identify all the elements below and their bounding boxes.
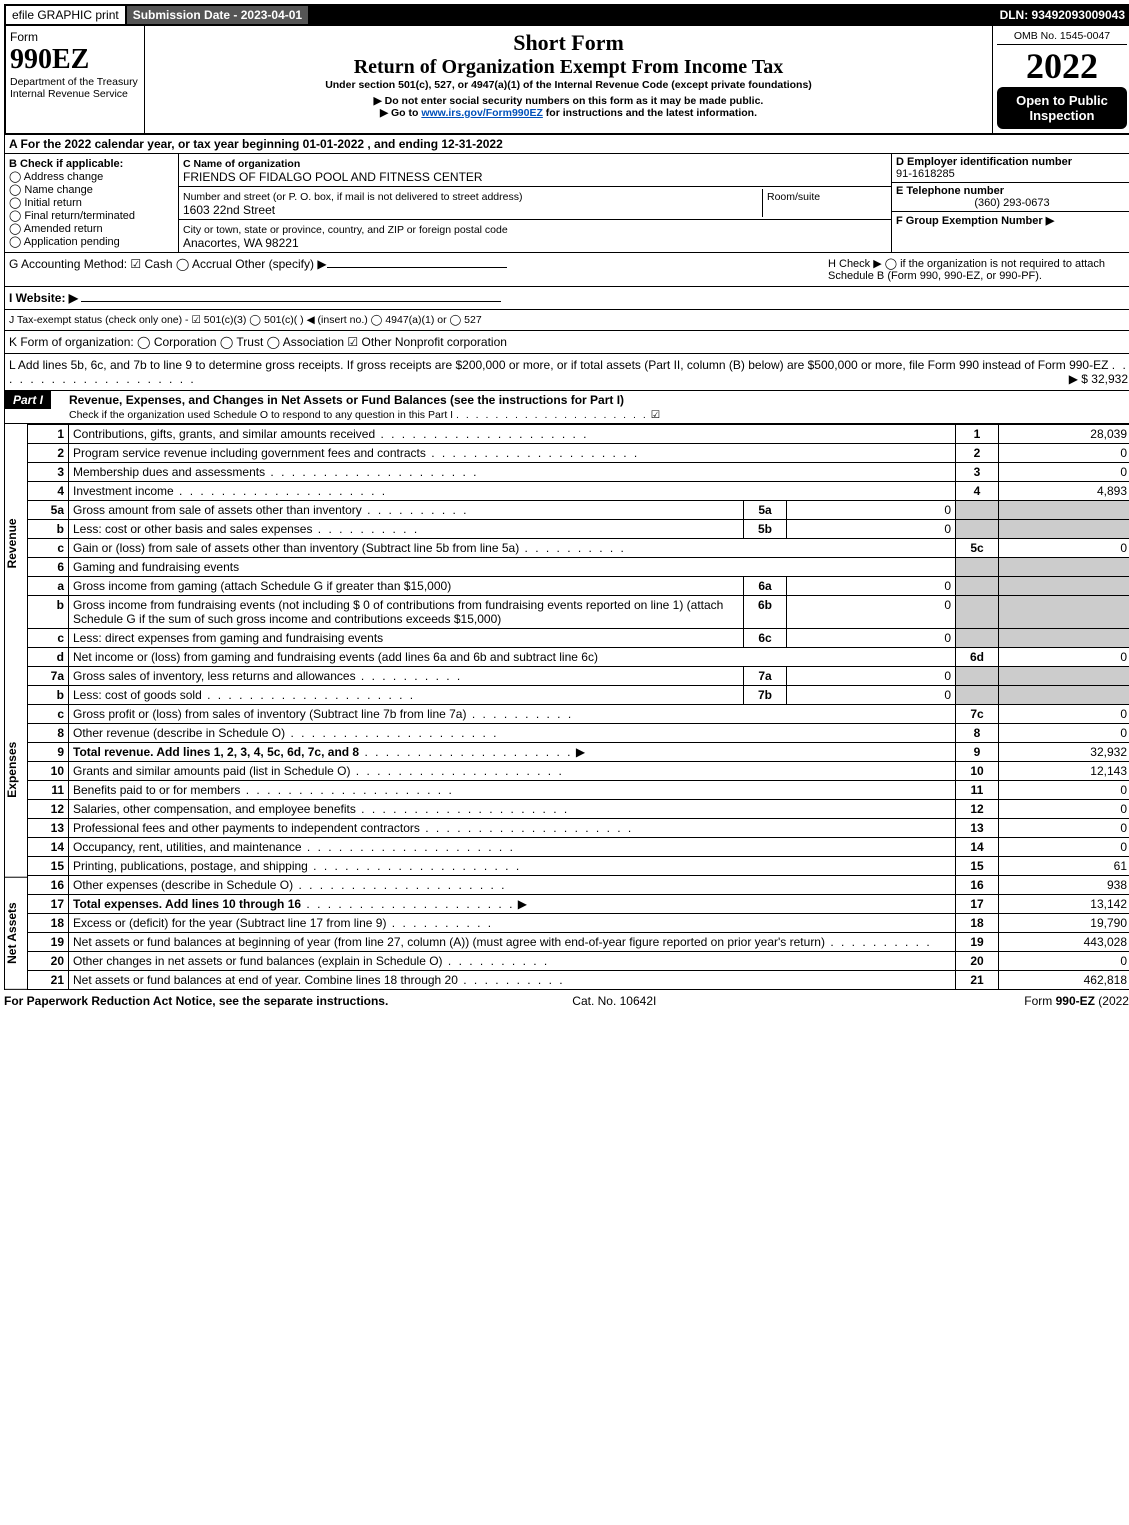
note-goto: ▶ Go to www.irs.gov/Form990EZ for instru… — [149, 107, 988, 119]
line-11: 11Benefits paid to or for members110 — [28, 781, 1129, 800]
line-6a: aGross income from gaming (attach Schedu… — [28, 577, 1129, 596]
form-header: Form 990EZ Department of the Treasury In… — [4, 26, 1129, 135]
h-schedule-b: H Check ▶ ◯ if the organization is not r… — [828, 257, 1128, 282]
section-j: J Tax-exempt status (check only one) - ☑… — [4, 310, 1129, 331]
open-public-inspection: Open to Public Inspection — [997, 87, 1127, 129]
line-15: 15Printing, publications, postage, and s… — [28, 857, 1129, 876]
line-7c: cGross profit or (loss) from sales of in… — [28, 705, 1129, 724]
line-9: 9Total revenue. Add lines 1, 2, 3, 4, 5c… — [28, 743, 1129, 762]
title-short-form: Short Form — [149, 30, 988, 56]
vlabel-revenue: Revenue — [5, 424, 27, 663]
chk-application-pending[interactable]: ◯ Application pending — [9, 235, 174, 248]
line-6: 6Gaming and fundraising events — [28, 558, 1129, 577]
title-return: Return of Organization Exempt From Incom… — [149, 56, 988, 79]
section-c: C Name of organization FRIENDS OF FIDALG… — [179, 154, 891, 252]
org-info-box: B Check if applicable: ◯ Address change … — [4, 154, 1129, 253]
c-name-label: C Name of organization — [183, 158, 300, 170]
part-i-header: Part I Revenue, Expenses, and Changes in… — [4, 391, 1129, 424]
section-def: D Employer identification number 91-1618… — [891, 154, 1129, 252]
street-label: Number and street (or P. O. box, if mail… — [183, 191, 522, 203]
city-label: City or town, state or province, country… — [183, 224, 508, 236]
org-name: FRIENDS OF FIDALGO POOL AND FITNESS CENT… — [183, 170, 483, 184]
line-16: 16Other expenses (describe in Schedule O… — [28, 876, 1129, 895]
line-7a: 7aGross sales of inventory, less returns… — [28, 667, 1129, 686]
section-i: I Website: ▶ — [4, 287, 1129, 310]
line-10: 10Grants and similar amounts paid (list … — [28, 762, 1129, 781]
line-5c: cGain or (loss) from sale of assets othe… — [28, 539, 1129, 558]
e-phone-value: (360) 293-0673 — [896, 197, 1128, 209]
line-20: 20Other changes in net assets or fund ba… — [28, 952, 1129, 971]
chk-initial-return[interactable]: ◯ Initial return — [9, 196, 174, 209]
lines-table: 1Contributions, gifts, grants, and simil… — [27, 424, 1129, 990]
section-b-label: B Check if applicable: — [9, 158, 123, 170]
section-l: L Add lines 5b, 6c, and 7b to line 9 to … — [4, 354, 1129, 391]
f-group-exemption: F Group Exemption Number ▶ — [896, 215, 1054, 227]
chk-amended-return[interactable]: ◯ Amended return — [9, 222, 174, 235]
footer-left: For Paperwork Reduction Act Notice, see … — [4, 994, 388, 1008]
line-8: 8Other revenue (describe in Schedule O)8… — [28, 724, 1129, 743]
d-ein-value: 91-1618285 — [896, 168, 955, 180]
chk-final-return[interactable]: ◯ Final return/terminated — [9, 209, 174, 222]
section-gh: G Accounting Method: ☑ Cash ◯ Accrual Ot… — [4, 253, 1129, 287]
footer-right: Form 990-EZ (2022) — [1024, 994, 1129, 1008]
dept-treasury: Department of the Treasury Internal Reve… — [10, 76, 140, 100]
part-i-check-text: Check if the organization used Schedule … — [69, 409, 453, 421]
page-footer: For Paperwork Reduction Act Notice, see … — [4, 990, 1129, 1012]
line-19: 19Net assets or fund balances at beginni… — [28, 933, 1129, 952]
line-17: 17Total expenses. Add lines 10 through 1… — [28, 895, 1129, 914]
line-7b: bLess: cost of goods sold7b0 — [28, 686, 1129, 705]
line-21: 21Net assets or fund balances at end of … — [28, 971, 1129, 990]
line-12: 12Salaries, other compensation, and empl… — [28, 800, 1129, 819]
line-13: 13Professional fees and other payments t… — [28, 819, 1129, 838]
part-i-title: Revenue, Expenses, and Changes in Net As… — [69, 393, 624, 407]
l-amount: ▶ $ 32,932 — [1069, 372, 1128, 386]
part-i-checked[interactable]: ☑ — [651, 409, 660, 421]
d-ein-label: D Employer identification number — [896, 156, 1072, 168]
street-value: 1603 22nd Street — [183, 203, 275, 217]
footer-cat: Cat. No. 10642I — [572, 994, 656, 1008]
irs-link[interactable]: www.irs.gov/Form990EZ — [421, 107, 543, 119]
line-2: 2Program service revenue including gover… — [28, 444, 1129, 463]
form-word: Form — [10, 30, 140, 44]
l-text: L Add lines 5b, 6c, and 7b to line 9 to … — [9, 358, 1108, 372]
chk-address-change[interactable]: ◯ Address change — [9, 170, 174, 183]
section-b: B Check if applicable: ◯ Address change … — [5, 154, 179, 252]
efile-print-label[interactable]: efile GRAPHIC print — [6, 6, 127, 24]
part-i-label: Part I — [5, 391, 51, 409]
subtitle: Under section 501(c), 527, or 4947(a)(1)… — [149, 79, 988, 91]
header-right: OMB No. 1545-0047 2022 Open to Public In… — [992, 26, 1129, 133]
room-suite-label: Room/suite — [767, 191, 820, 203]
header-center: Short Form Return of Organization Exempt… — [145, 26, 992, 133]
chk-name-change[interactable]: ◯ Name change — [9, 183, 174, 196]
i-website-label: I Website: ▶ — [9, 291, 78, 305]
dln-label: DLN: 93492093009043 — [994, 6, 1129, 24]
line-6b: bGross income from fundraising events (n… — [28, 596, 1129, 629]
section-k: K Form of organization: ◯ Corporation ◯ … — [4, 331, 1129, 354]
line-6c: cLess: direct expenses from gaming and f… — [28, 629, 1129, 648]
line-5b: bLess: cost or other basis and sales exp… — [28, 520, 1129, 539]
line-3: 3Membership dues and assessments30 — [28, 463, 1129, 482]
vlabel-net-assets: Net Assets — [5, 878, 27, 990]
form-number: 990EZ — [10, 44, 140, 76]
line-18: 18Excess or (deficit) for the year (Subt… — [28, 914, 1129, 933]
line-4: 4Investment income44,893 — [28, 482, 1129, 501]
e-phone-label: E Telephone number — [896, 185, 1004, 197]
g-accounting-method: G Accounting Method: ☑ Cash ◯ Accrual Ot… — [9, 257, 327, 271]
omb-number: OMB No. 1545-0047 — [997, 30, 1127, 45]
line-5a: 5aGross amount from sale of assets other… — [28, 501, 1129, 520]
line-1: 1Contributions, gifts, grants, and simil… — [28, 425, 1129, 444]
top-bar: efile GRAPHIC print Submission Date - 20… — [4, 4, 1129, 26]
city-value: Anacortes, WA 98221 — [183, 236, 299, 250]
header-left: Form 990EZ Department of the Treasury In… — [6, 26, 145, 133]
vlabel-expenses: Expenses — [5, 663, 27, 878]
submission-date: Submission Date - 2023-04-01 — [127, 6, 308, 24]
line-6d: dNet income or (loss) from gaming and fu… — [28, 648, 1129, 667]
line-14: 14Occupancy, rent, utilities, and mainte… — [28, 838, 1129, 857]
tax-year: 2022 — [997, 45, 1127, 87]
section-a-taxyear: A For the 2022 calendar year, or tax yea… — [4, 135, 1129, 154]
note-ssn: ▶ Do not enter social security numbers o… — [149, 95, 988, 107]
